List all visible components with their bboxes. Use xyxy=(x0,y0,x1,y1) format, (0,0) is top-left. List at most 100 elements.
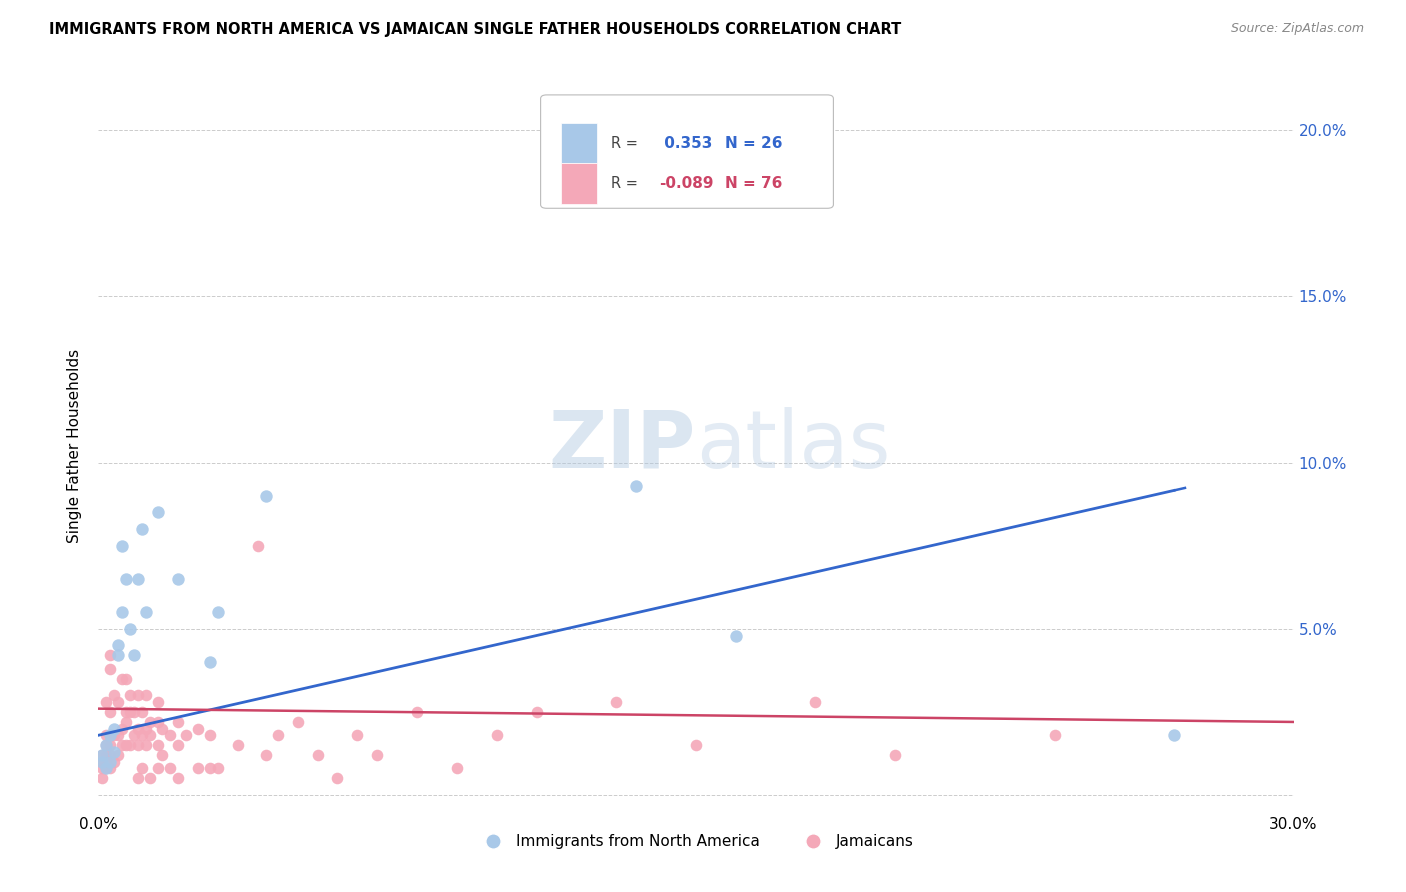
Point xyxy=(111,539,134,553)
Point xyxy=(96,755,118,769)
Point xyxy=(124,728,146,742)
Text: N = 76: N = 76 xyxy=(724,176,782,191)
Point xyxy=(127,722,149,736)
Point xyxy=(148,738,170,752)
Point xyxy=(96,728,118,742)
Point xyxy=(626,479,648,493)
Point xyxy=(135,722,157,736)
Point xyxy=(91,748,114,763)
Point xyxy=(167,572,190,586)
Point xyxy=(131,522,153,536)
Point xyxy=(326,772,349,786)
Point xyxy=(111,672,134,686)
Point xyxy=(804,695,827,709)
Point xyxy=(91,748,114,763)
Point xyxy=(120,689,142,703)
Point xyxy=(98,748,122,763)
Point xyxy=(103,755,125,769)
Point xyxy=(120,705,142,719)
Point xyxy=(1163,728,1185,742)
Point xyxy=(98,738,122,752)
Point xyxy=(174,728,197,742)
Point xyxy=(127,572,149,586)
Point xyxy=(226,738,249,752)
Point xyxy=(446,762,468,776)
Text: atlas: atlas xyxy=(696,407,890,485)
Point xyxy=(111,738,134,752)
Point xyxy=(98,705,122,719)
Point xyxy=(98,762,122,776)
Point xyxy=(103,728,125,742)
Text: IMMIGRANTS FROM NORTH AMERICA VS JAMAICAN SINGLE FATHER HOUSEHOLDS CORRELATION C: IMMIGRANTS FROM NORTH AMERICA VS JAMAICA… xyxy=(49,22,901,37)
Point xyxy=(207,605,229,619)
Point xyxy=(124,705,146,719)
Point xyxy=(124,648,146,663)
Point xyxy=(207,762,229,776)
Point xyxy=(187,722,209,736)
Point xyxy=(167,772,190,786)
Point xyxy=(159,728,181,742)
Point xyxy=(131,762,153,776)
Point xyxy=(150,722,173,736)
Point xyxy=(724,628,747,642)
Point xyxy=(96,762,118,776)
Text: N = 26: N = 26 xyxy=(724,136,782,151)
Point xyxy=(127,689,149,703)
Point xyxy=(254,748,277,763)
Point xyxy=(103,745,125,759)
Point xyxy=(107,648,129,663)
Point xyxy=(98,648,122,663)
Point xyxy=(287,714,309,729)
Point xyxy=(1043,728,1066,742)
Point xyxy=(120,622,142,636)
Point xyxy=(198,728,221,742)
Point xyxy=(150,748,173,763)
Legend: Immigrants from North America, Jamaicans: Immigrants from North America, Jamaicans xyxy=(471,828,921,855)
Point xyxy=(91,755,114,769)
FancyBboxPatch shape xyxy=(541,95,834,209)
Point xyxy=(159,762,181,776)
Point xyxy=(148,714,170,729)
Point xyxy=(135,738,157,752)
Point xyxy=(685,738,707,752)
Point xyxy=(148,695,170,709)
Bar xyxy=(561,123,596,163)
Point xyxy=(91,762,114,776)
Point xyxy=(605,695,627,709)
Point xyxy=(246,539,269,553)
Point xyxy=(115,738,138,752)
Point xyxy=(167,738,190,752)
Point xyxy=(307,748,329,763)
Point xyxy=(139,772,162,786)
Text: -0.089: -0.089 xyxy=(659,176,713,191)
Point xyxy=(120,738,142,752)
Point xyxy=(111,722,134,736)
Point xyxy=(103,689,125,703)
Point xyxy=(526,705,548,719)
Point xyxy=(127,772,149,786)
Point xyxy=(115,705,138,719)
Point xyxy=(139,714,162,729)
Bar xyxy=(561,163,596,203)
Point xyxy=(107,728,129,742)
Point xyxy=(91,772,114,786)
Point xyxy=(98,662,122,676)
Point xyxy=(546,156,568,170)
Point xyxy=(96,762,118,776)
Point xyxy=(135,605,157,619)
Text: R =: R = xyxy=(612,176,638,191)
Point xyxy=(148,762,170,776)
Point xyxy=(366,748,388,763)
Point xyxy=(96,695,118,709)
Point xyxy=(131,728,153,742)
Text: Source: ZipAtlas.com: Source: ZipAtlas.com xyxy=(1230,22,1364,36)
Point xyxy=(98,728,122,742)
Point xyxy=(111,605,134,619)
Point xyxy=(98,755,122,769)
Point xyxy=(103,722,125,736)
Point xyxy=(96,738,118,752)
Point xyxy=(96,748,118,763)
Point xyxy=(96,738,118,752)
Point xyxy=(115,572,138,586)
Point xyxy=(115,672,138,686)
